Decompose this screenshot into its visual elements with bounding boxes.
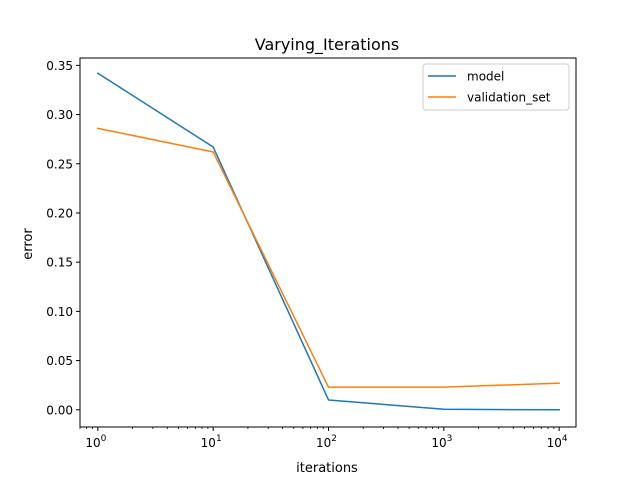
legend: model validation_set bbox=[422, 63, 570, 111]
chart-title: Varying_Iterations bbox=[255, 35, 400, 55]
series-layer bbox=[96, 72, 560, 411]
y-tick-label: 0.35 bbox=[46, 59, 73, 73]
y-axis-label: error bbox=[21, 228, 36, 260]
y-tick-label: 0.00 bbox=[46, 403, 73, 417]
plot-area bbox=[79, 57, 577, 428]
x-tick-label: 100 bbox=[85, 434, 106, 450]
y-tick-label: 0.10 bbox=[46, 305, 73, 319]
legend-box bbox=[422, 63, 570, 111]
y-tick-label: 0.30 bbox=[46, 108, 73, 122]
x-tick-label: 104 bbox=[547, 434, 568, 450]
y-axis: 0.00 0.05 0.10 0.15 0.20 0.25 0.30 0.35 bbox=[46, 59, 80, 417]
series-line-model bbox=[96, 72, 560, 411]
y-tick-label: 0.15 bbox=[46, 256, 73, 270]
y-tick-label: 0.20 bbox=[46, 206, 73, 220]
x-tick-label: 102 bbox=[316, 434, 337, 450]
axes-frame bbox=[79, 57, 577, 428]
y-tick-label: 0.05 bbox=[46, 354, 73, 368]
legend-label: model bbox=[467, 70, 504, 84]
x-axis: 100 101 102 103 104 bbox=[79, 427, 568, 450]
y-tick-label: 0.25 bbox=[46, 157, 73, 171]
x-axis-label: iterations bbox=[296, 461, 358, 476]
legend-label: validation_set bbox=[467, 91, 551, 105]
series-line-validation-set bbox=[96, 127, 560, 388]
x-tick-label: 101 bbox=[201, 434, 222, 450]
x-tick-label: 103 bbox=[431, 434, 452, 450]
